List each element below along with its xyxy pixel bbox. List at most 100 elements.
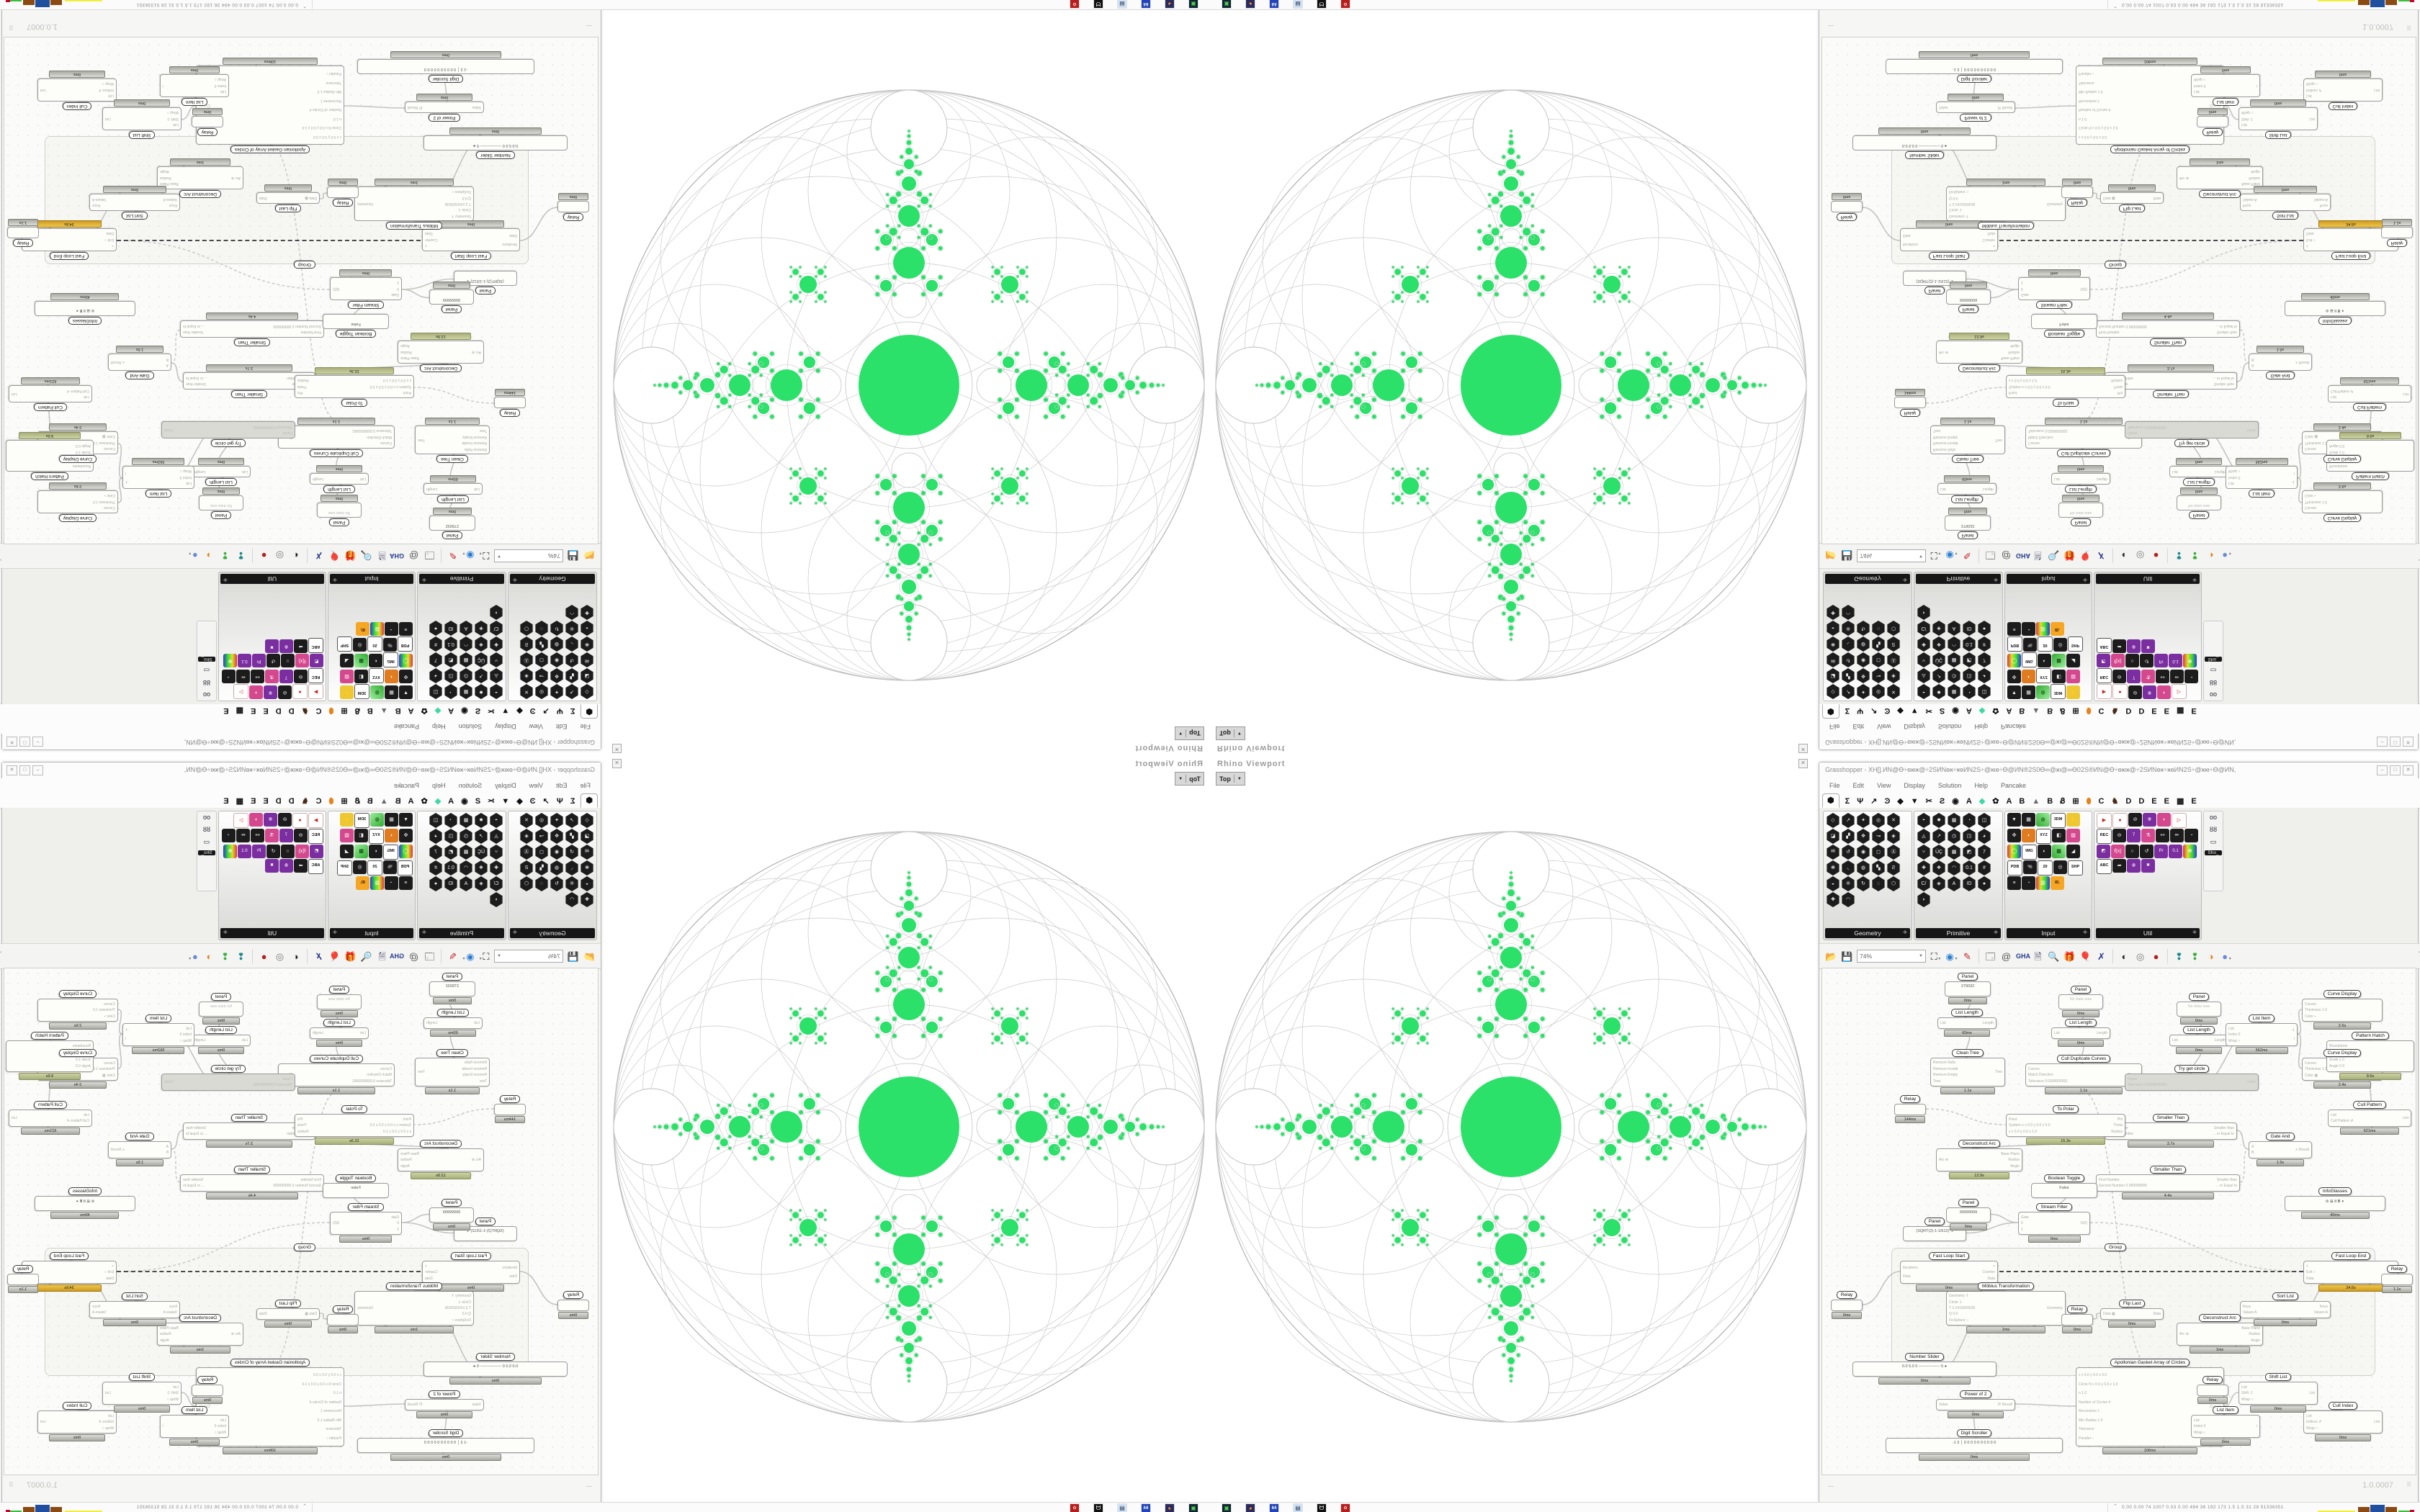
component-icon[interactable]: f(x)	[295, 845, 309, 858]
balloon-icon[interactable]: 🎈	[2079, 950, 2092, 962]
component-tab-16[interactable]: B	[367, 797, 373, 806]
node-st2[interactable]: Smaller Than First Number Second Number 0.…	[2096, 1166, 2240, 1200]
component-tab-27[interactable]: E	[223, 797, 229, 806]
component-icon[interactable]: ≡	[399, 876, 413, 890]
panel-title[interactable]: Input ✛	[2007, 928, 2090, 938]
component-icon[interactable]: ✸	[474, 684, 488, 699]
component-icon[interactable]: ◠	[459, 860, 473, 876]
component-icon[interactable]: Ƨ	[519, 860, 534, 876]
component-tab-5[interactable]: ◆	[516, 797, 523, 806]
component-icon[interactable]: ☸	[2183, 654, 2197, 667]
component-icon[interactable]: ◈	[1932, 621, 1946, 636]
node-body[interactable]: ⊜ ⊞ ȣ 🖩 ➧	[2285, 1196, 2385, 1211]
view-mode-button[interactable]: Top ▼	[1175, 726, 1204, 740]
component-icon[interactable]: ◍	[2036, 813, 2050, 827]
node-body[interactable]	[557, 1300, 589, 1311]
preview-eye-icon[interactable]: ◉ ▾	[1945, 550, 1958, 562]
component-icon[interactable]: ✖	[2141, 639, 2155, 653]
component-icon[interactable]: ✏	[2170, 829, 2184, 842]
floppy-64-icon[interactable]: 64	[1269, 0, 1279, 9]
component-icon[interactable]: ᴬᴮ	[580, 652, 594, 667]
glasses-icon[interactable]: ȣȣ	[202, 826, 211, 833]
component-icon[interactable]: ◯	[399, 654, 413, 667]
component-icon[interactable]: ◔	[444, 684, 458, 699]
node-body[interactable]: List Index 0 Wrap ○ -1 i	[122, 466, 194, 489]
component-icon[interactable]: ➡	[294, 639, 308, 653]
panel-title[interactable]: Geometry ✛	[510, 928, 595, 938]
component-icon[interactable]: ◍	[1856, 636, 1870, 652]
node-body[interactable]: Gate 0 1 S(0)	[2018, 277, 2090, 300]
component-icon[interactable]: ◷	[1947, 668, 1961, 683]
component-icon[interactable]: ◈	[474, 621, 488, 636]
menu-item-pancake[interactable]: Pancake	[394, 723, 420, 731]
component-icon[interactable]: ◍	[2127, 859, 2141, 873]
component-tab-11[interactable]: ◆	[434, 706, 442, 715]
component-icon[interactable]: SHP	[337, 636, 352, 652]
sphere-blue-icon[interactable]: ● ▾	[2222, 550, 2231, 562]
maximize-button[interactable]: □	[2390, 737, 2401, 747]
component-tab-26[interactable]: ▦	[2176, 706, 2184, 715]
component-icon[interactable]: C/	[1917, 876, 1930, 891]
component-icon[interactable]: ◒	[1826, 621, 1840, 636]
node-body[interactable]: Value 2ᴿ Result	[1936, 1399, 2015, 1410]
node-body[interactable]	[327, 1314, 359, 1326]
pin-teal-icon[interactable]: ❢	[237, 950, 245, 962]
component-icon[interactable]: ●	[429, 621, 443, 636]
firefox-icon[interactable]: ◕	[1165, 1503, 1175, 1512]
component-icon[interactable]: ✥	[550, 829, 564, 844]
node-body[interactable]	[192, 116, 223, 127]
component-tab-27[interactable]: E	[2191, 797, 2197, 806]
node-sl2[interactable]: Shift List List Shift -1 Wrap ○ List 0ms	[2238, 1373, 2318, 1413]
node-body[interactable]: Value 2ᴿ Result	[1936, 102, 2015, 113]
component-icon[interactable]: ◠	[565, 892, 579, 907]
calculator-icon[interactable]: ▤	[1293, 1503, 1303, 1512]
component-icon[interactable]: ☸	[223, 654, 237, 667]
component-icon[interactable]: ●	[1978, 876, 1991, 891]
component-icon[interactable]: ❖	[474, 860, 488, 876]
component-icon[interactable]: ▚	[534, 860, 549, 876]
node-body[interactable]: Keys Values A Keys Values A	[89, 194, 180, 211]
close-button[interactable]: ✕	[2403, 765, 2414, 775]
component-icon[interactable]: ◐	[2038, 845, 2051, 858]
component-icon[interactable]: ◌	[1872, 876, 1885, 891]
node-body[interactable]: Curve Tolerance 0.0000000001 Circle	[161, 1074, 295, 1091]
caret-up-icon[interactable]: ⌃	[2113, 3, 2118, 8]
component-icon[interactable]: ◇	[580, 813, 594, 828]
component-icon[interactable]: ◢	[340, 654, 354, 667]
component-icon[interactable]: %	[2023, 860, 2037, 874]
component-icon[interactable]: ◩	[2097, 654, 2110, 667]
document-icon[interactable]: 🗎	[2034, 550, 2042, 562]
node-body[interactable]: First Number Second Number 0.999999999 Sma…	[180, 1174, 324, 1192]
dna-icon[interactable]: ✗	[315, 950, 323, 962]
component-icon[interactable]: ❊	[565, 876, 579, 891]
node-sf[interactable]: Stream Filter Gate 0 1 S(0) 0ms	[2018, 1203, 2090, 1243]
node-body[interactable]: First Number Second Number 0.999999999 Sma…	[180, 320, 324, 338]
view-mode-button[interactable]: Top ▼	[1175, 772, 1204, 786]
floppy-64-icon[interactable]: 64	[1269, 1503, 1279, 1512]
preview-eye-icon[interactable]: ◉ ▾	[462, 950, 475, 962]
component-tab-23[interactable]: D	[2138, 797, 2145, 806]
node-ph[interactable]: Pattern HatchBoundariesPattern SolidScal…	[2326, 1032, 2414, 1080]
component-icon[interactable]: f(x)	[2111, 654, 2125, 667]
close-icon[interactable]: ✕	[1798, 744, 1808, 753]
component-icon[interactable]: ☸	[2183, 845, 2197, 858]
node-body[interactable]: Geometry ⇑ Circle ⇓ T 3.1415926536 Q 0.0 Fix…	[354, 1291, 474, 1326]
pin-green-icon[interactable]: ❢	[221, 950, 229, 962]
component-icon[interactable]: ✕	[1887, 813, 1900, 828]
component-tab-4[interactable]: Ͽ	[1884, 706, 1891, 715]
pin-green-icon[interactable]: ❢	[2191, 950, 2199, 962]
component-tab-25[interactable]: E	[251, 797, 256, 806]
component-icon[interactable]: ▥	[370, 622, 384, 636]
menu-item-view[interactable]: View	[529, 723, 543, 731]
component-icon[interactable]: ❖	[474, 636, 488, 652]
component-icon[interactable]: ⊖	[2112, 829, 2126, 842]
component-icon[interactable]: 20	[367, 636, 382, 652]
component-tab-10[interactable]: A	[448, 706, 454, 715]
component-icon[interactable]: ◫	[429, 684, 443, 699]
cat-app-icon[interactable]: ᗢ	[1093, 0, 1103, 9]
component-icon[interactable]: ◗	[2157, 813, 2171, 827]
component-icon[interactable]: ▶	[308, 684, 323, 699]
node-body[interactable]: List Length	[2169, 1035, 2228, 1046]
component-icon[interactable]: ⊖	[294, 829, 308, 842]
